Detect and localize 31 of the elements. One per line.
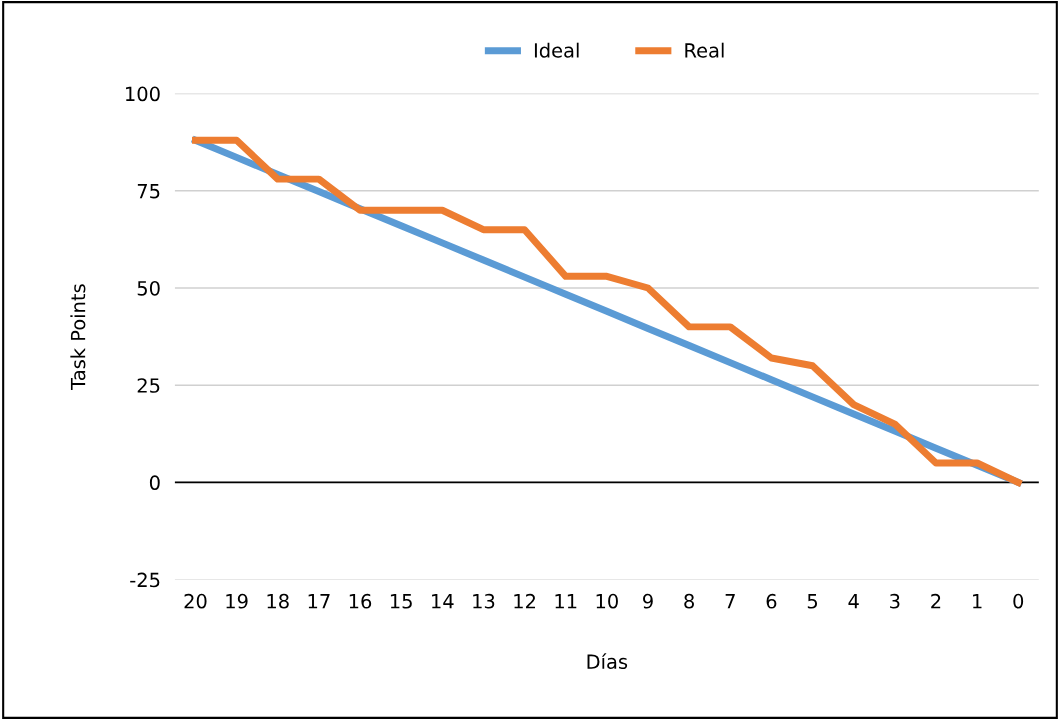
x-axis-title: Días xyxy=(587,653,628,670)
legend-label: Real xyxy=(685,42,724,58)
x-tick-label: 11 xyxy=(555,594,577,609)
x-tick-label: 6 xyxy=(766,593,777,609)
x-tick-label: 3 xyxy=(890,593,900,609)
y-tick-label: -25 xyxy=(130,572,160,588)
y-tick-label: 75 xyxy=(137,184,160,199)
x-tick-label: 20 xyxy=(184,593,207,609)
y-tick-label: 100 xyxy=(126,86,160,102)
x-tick-label: 0 xyxy=(1013,593,1024,609)
x-tick-label: 9 xyxy=(643,593,653,609)
x-tick-label: 19 xyxy=(226,593,248,609)
x-tick-label: 4 xyxy=(848,594,859,609)
legend-label: Ideal xyxy=(534,42,579,58)
x-tick-label: 16 xyxy=(349,593,372,609)
y-tick-label: 50 xyxy=(137,280,160,296)
x-tick-label: 8 xyxy=(684,593,694,609)
x-tick-label: 7 xyxy=(725,594,735,609)
x-tick-label: 18 xyxy=(267,593,289,609)
x-tick-label: 12 xyxy=(514,593,535,609)
x-tick-label: 15 xyxy=(390,594,412,609)
x-tick-label: 2 xyxy=(931,593,941,609)
y-axis-title: Task Points xyxy=(70,284,86,390)
y-tick-label: 25 xyxy=(137,378,160,393)
x-tick-label: 17 xyxy=(308,594,330,609)
x-tick-label: 1 xyxy=(973,594,982,609)
x-tick-label: 14 xyxy=(432,594,454,609)
x-tick-label: 10 xyxy=(596,593,618,609)
x-tick-label: 13 xyxy=(473,593,495,609)
x-tick-label: 5 xyxy=(807,594,818,609)
y-tick-label: 0 xyxy=(149,475,160,491)
